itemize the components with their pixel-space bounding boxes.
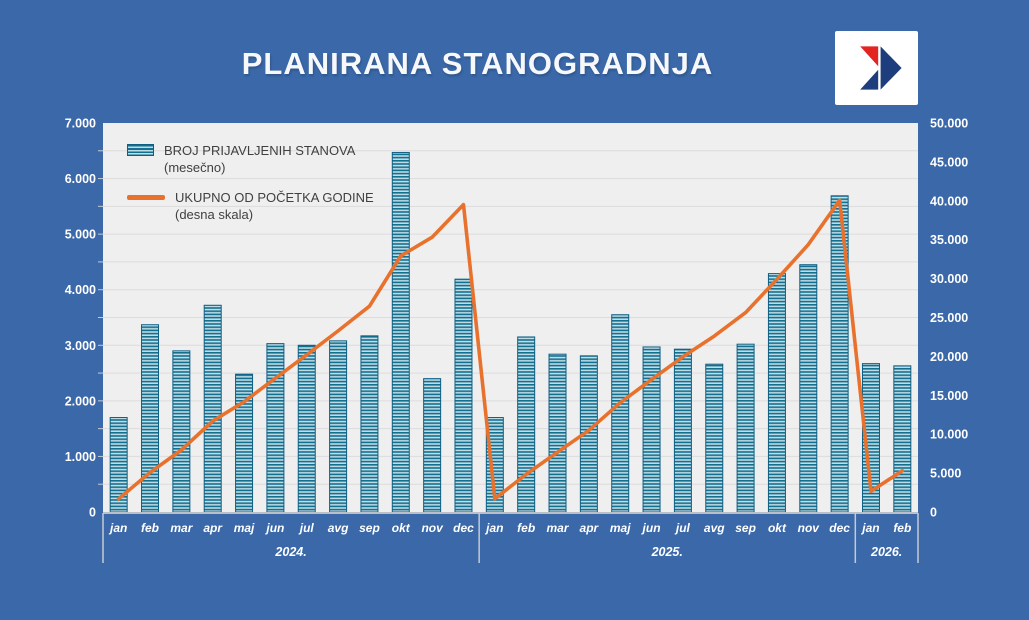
page-title: PLANIRANA STANOGRADNJA (241, 46, 714, 81)
logo-red-triangle (859, 46, 878, 67)
left-axis-label: 6.000 (65, 172, 96, 186)
right-axis-label: 20.000 (930, 350, 968, 364)
logo (835, 31, 918, 105)
x-tick-label: feb (893, 521, 911, 535)
right-axis-label: 0 (930, 506, 937, 520)
right-axis-label: 15.000 (930, 389, 968, 403)
x-tick-label: sep (735, 521, 756, 535)
x-axis-line (103, 512, 918, 514)
right-axis-label: 50.000 (930, 117, 968, 131)
x-tick-label: jul (674, 521, 691, 535)
line-series-swatch-icon (127, 195, 165, 200)
x-tick-label: jun (264, 521, 284, 535)
bar-avg-2025. (705, 363, 724, 513)
year-label: 2025. (651, 545, 683, 559)
bar-jul-2024. (297, 344, 316, 513)
x-tick-label: feb (517, 521, 535, 535)
x-tick-label: jan (108, 521, 127, 535)
right-axis-label: 45.000 (930, 155, 968, 169)
left-axis-label: 7.000 (65, 117, 96, 131)
x-tick-label: okt (768, 521, 787, 535)
left-axis-label: 5.000 (65, 228, 96, 242)
bar-apr-2024. (203, 304, 222, 513)
bar-sep-2024. (360, 335, 379, 513)
bar-mar-2024. (172, 350, 191, 513)
right-axis-label: 5.000 (930, 467, 961, 481)
bar-nov-2024. (423, 378, 442, 513)
x-tick-label: feb (141, 521, 159, 535)
bar-sep-2025. (736, 343, 755, 513)
bar-dec-2024. (454, 278, 473, 513)
right-axis-label: 40.000 (930, 194, 968, 208)
x-tick-label: jun (641, 521, 661, 535)
x-tick-label: sep (359, 521, 380, 535)
bar-jul-2025. (673, 348, 692, 513)
x-tick-label: mar (170, 521, 193, 535)
logo-navy-main-triangle (880, 46, 902, 90)
year-label: 2024. (274, 545, 306, 559)
bar-feb-2024. (141, 324, 160, 513)
x-tick-label: mar (547, 521, 570, 535)
bar-mar-2025. (548, 353, 567, 513)
right-axis-label: 10.000 (930, 428, 968, 442)
right-axis-label: 35.000 (930, 233, 968, 247)
left-axis-label: 0 (89, 506, 96, 520)
x-tick-label: apr (203, 521, 223, 535)
bar-feb-2025. (517, 336, 536, 513)
x-tick-label: nov (421, 521, 444, 535)
x-tick-label: avg (704, 521, 725, 535)
x-tick-label: avg (328, 521, 349, 535)
bar-maj-2025. (611, 314, 630, 513)
x-tick-label: jan (860, 521, 879, 535)
x-tick-label: nov (798, 521, 821, 535)
cumulative-line (116, 198, 905, 501)
x-tick-label: apr (580, 521, 600, 535)
chart-legend: BROJ PRIJAVLJENIH STANOVA (mesečno) UKUP… (127, 142, 387, 223)
bar-series-swatch-icon (127, 144, 154, 156)
bar-maj-2024. (235, 373, 254, 513)
legend-item-line: UKUPNO OD POČETKA GODINE (desna skala) (127, 189, 387, 223)
left-axis-label: 4.000 (65, 283, 96, 297)
bar-nov-2025. (799, 264, 818, 513)
right-axis-label: 25.000 (930, 311, 968, 325)
logo-navy-small-triangle (859, 69, 878, 90)
legend-label-line: UKUPNO OD POČETKA GODINE (desna skala) (175, 190, 374, 222)
x-tick-label: maj (610, 521, 631, 535)
arrow-logo-icon (859, 46, 902, 90)
bar-avg-2024. (329, 340, 348, 513)
legend-label-bars: BROJ PRIJAVLJENIH STANOVA (mesečno) (164, 143, 355, 175)
x-tick-label: okt (392, 521, 411, 535)
bar-jun-2024. (266, 343, 285, 513)
x-tick-label: jul (298, 521, 315, 535)
year-label: 2026. (870, 545, 902, 559)
bar-okt-2025. (767, 273, 786, 513)
left-axis-label: 1.000 (65, 450, 96, 464)
left-axis-label: 3.000 (65, 339, 96, 353)
bar-jun-2025. (642, 346, 661, 513)
right-axis-label: 30.000 (930, 272, 968, 286)
x-tick-label: dec (829, 521, 850, 535)
left-axis-label: 2.000 (65, 394, 96, 408)
legend-item-bars: BROJ PRIJAVLJENIH STANOVA (mesečno) (127, 142, 387, 176)
bar-okt-2024. (391, 151, 410, 513)
x-tick-label: jan (484, 521, 503, 535)
x-tick-label: maj (234, 521, 255, 535)
x-tick-label: dec (453, 521, 474, 535)
bar-feb-2026. (893, 365, 912, 513)
